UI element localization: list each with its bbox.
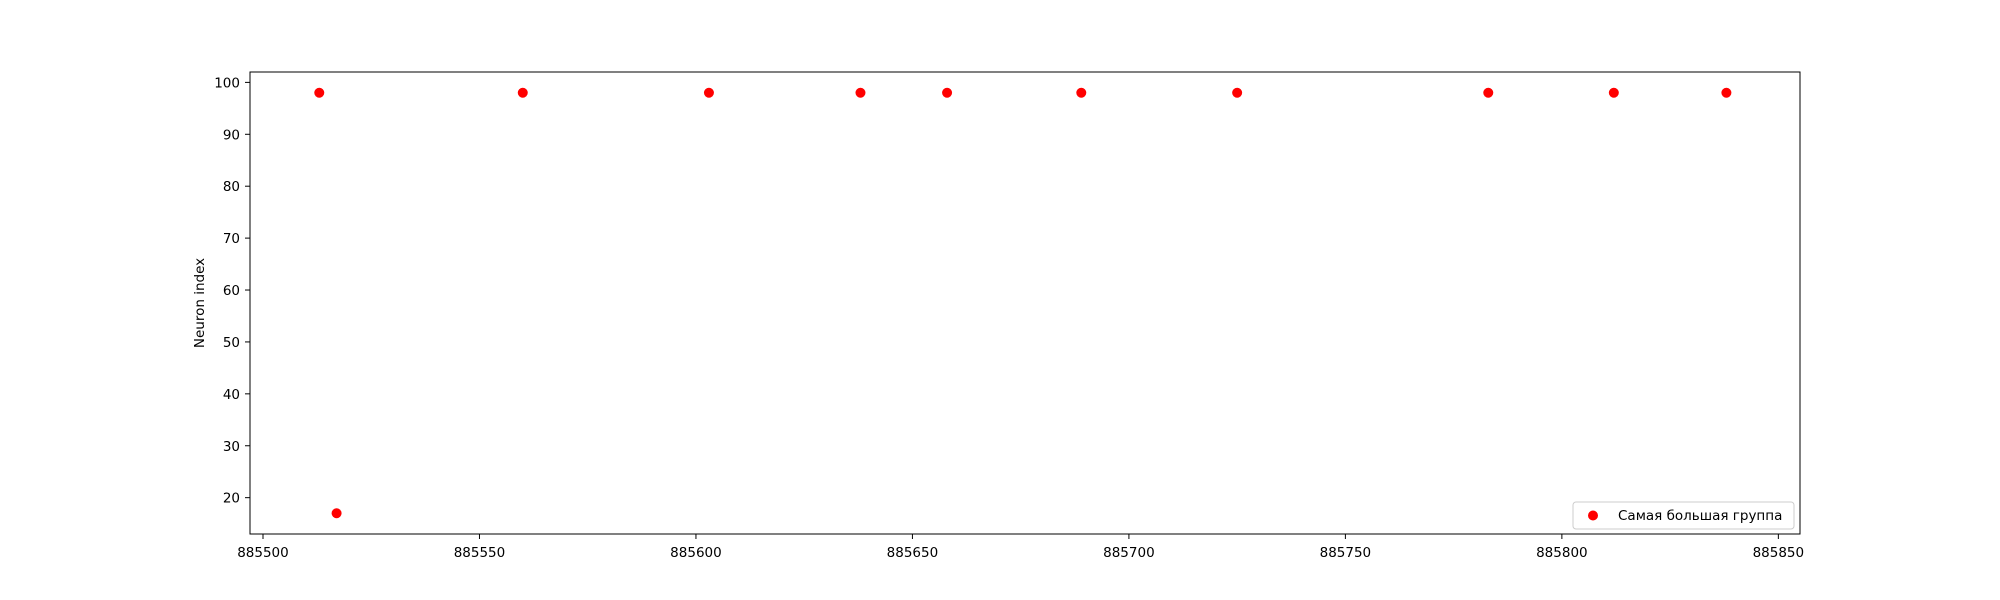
- y-tick-label: 70: [223, 231, 240, 247]
- data-point: [1721, 87, 1732, 98]
- data-point: [331, 508, 342, 519]
- y-tick-label: 100: [214, 75, 240, 91]
- data-point: [517, 87, 528, 98]
- data-point: [1076, 87, 1087, 98]
- x-tick-label: 885800: [1536, 545, 1588, 561]
- data-point: [942, 87, 953, 98]
- data-point: [1608, 87, 1619, 98]
- y-tick-label: 30: [223, 439, 240, 455]
- y-tick-label: 50: [223, 335, 240, 351]
- y-tick-label: 40: [223, 387, 240, 403]
- data-points: [314, 87, 1732, 519]
- x-tick-label: 885700: [1103, 545, 1155, 561]
- data-point: [1232, 87, 1243, 98]
- x-tick-label: 885650: [887, 545, 939, 561]
- x-tick-label: 885500: [237, 545, 289, 561]
- legend-label: Самая большая группа: [1618, 508, 1782, 524]
- data-point: [703, 87, 714, 98]
- y-axis-ticks: 20 30 40 50 60 70 80 90 100: [214, 75, 250, 507]
- y-tick-label: 90: [223, 127, 240, 143]
- plot-frame: [249, 71, 1801, 535]
- x-axis-ticks: 885500 885550 885600 885650 885700 885750 8858…: [237, 534, 1804, 561]
- legend-marker: [1588, 510, 1598, 521]
- x-tick-label: 885550: [454, 545, 506, 561]
- legend: Самая большая группа: [1572, 501, 1795, 530]
- data-point: [314, 87, 325, 98]
- legend-box: [1572, 501, 1795, 530]
- y-tick-label: 20: [223, 491, 240, 507]
- data-point: [855, 87, 866, 98]
- y-tick-label: 80: [223, 179, 240, 195]
- plot-background: [250, 72, 1800, 534]
- x-tick-label: 885750: [1320, 545, 1372, 561]
- y-tick-label: 60: [223, 283, 240, 299]
- x-tick-label: 885850: [1753, 545, 1805, 561]
- data-point: [1483, 87, 1494, 98]
- y-axis-label: Neuron index: [192, 258, 208, 348]
- x-tick-label: 885600: [670, 545, 722, 561]
